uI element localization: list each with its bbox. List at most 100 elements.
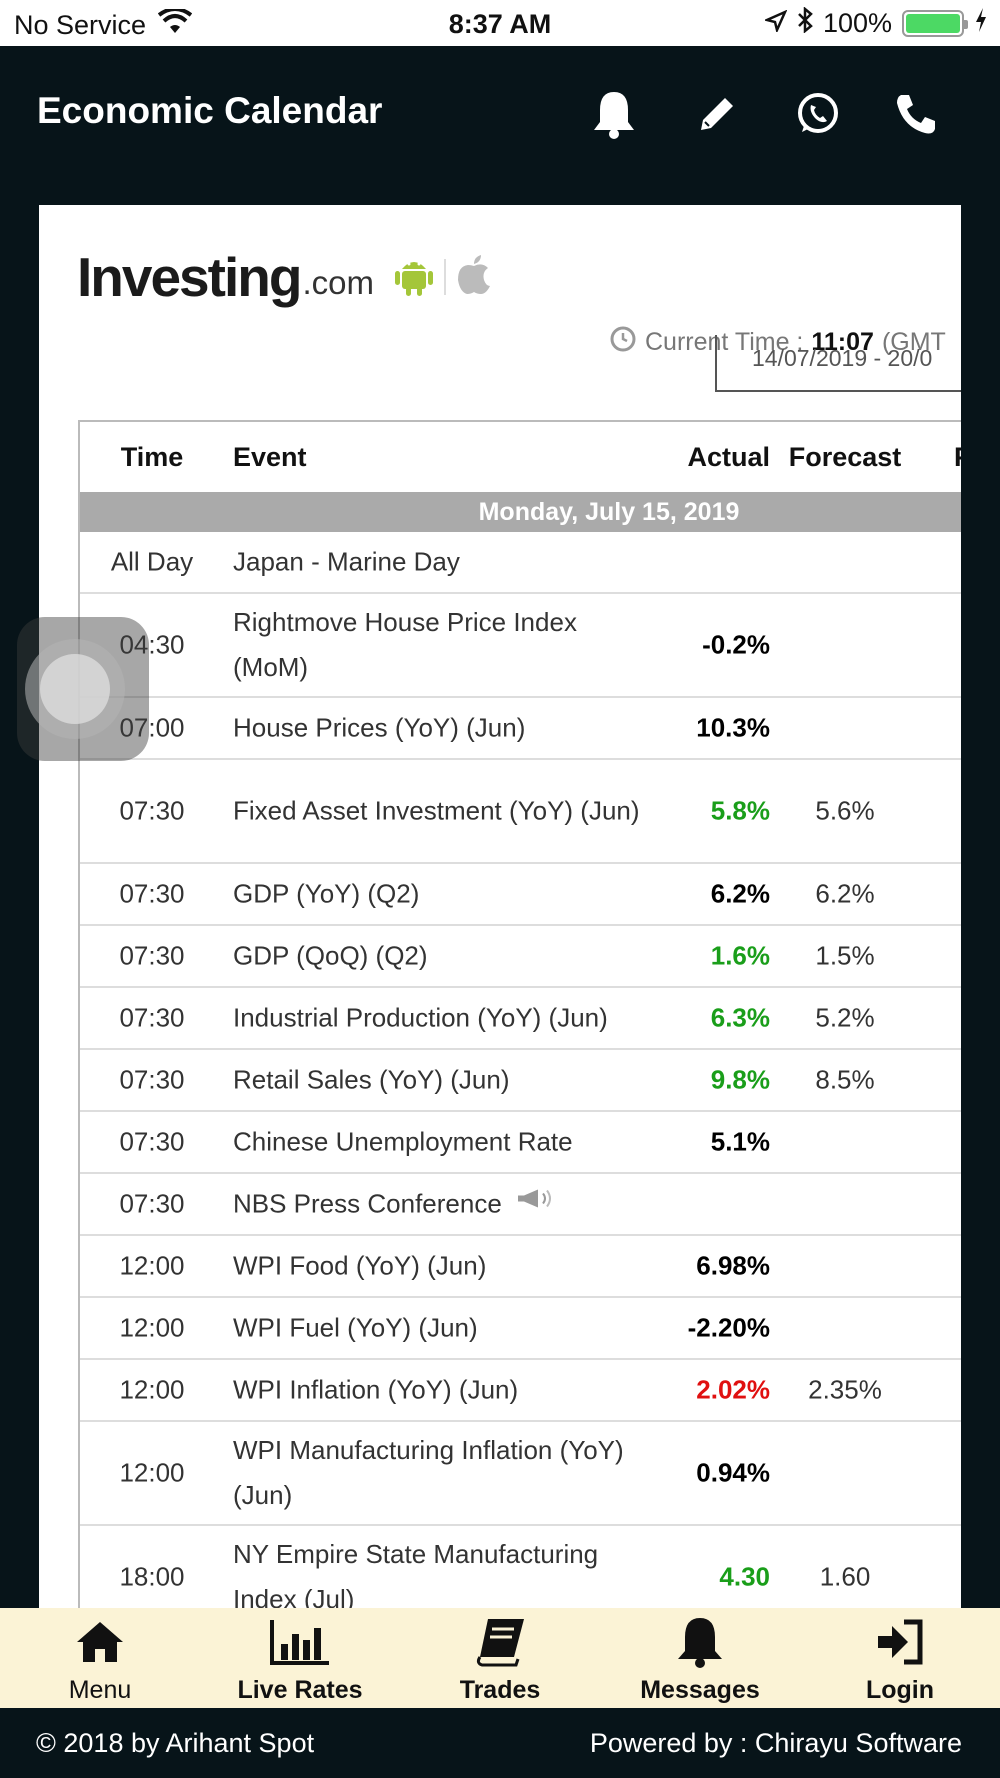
row-forecast: 8.5% [815, 1064, 875, 1095]
carrier-label: No Service [14, 10, 147, 40]
row-actual: 5.1% [710, 1126, 770, 1157]
tab-label: Messages [640, 1676, 760, 1704]
header-event: Event [233, 441, 307, 472]
row-actual: 10.3% [696, 712, 770, 743]
table-row[interactable]: 07:30 GDP (YoY) (Q2) 6.2% 6.2% [80, 864, 961, 926]
current-time: Current Time : 11:07 (GMT [609, 325, 946, 360]
table-row[interactable]: 12:00 WPI Food (YoY) (Jun) 6.98% [80, 1236, 961, 1298]
row-time: 12:00 [119, 1374, 185, 1405]
current-time-label: Current Time : [645, 328, 804, 356]
row-forecast: 5.6% [815, 795, 875, 826]
row-actual: 5.8% [710, 795, 770, 826]
table-row[interactable]: 07:30 Chinese Unemployment Rate 5.1% [80, 1112, 961, 1174]
tab-login[interactable]: Login [800, 1608, 1000, 1708]
logo-suffix: .com [302, 264, 374, 301]
copyright-text: © 2018 by Arihant Spot [36, 1728, 315, 1758]
tab-label: Login [865, 1676, 935, 1704]
row-time: 12:00 [119, 1250, 185, 1281]
row-event-with-icon: NBS Press Conference [233, 1182, 653, 1227]
row-event: House Prices (YoY) (Jun) [233, 712, 526, 743]
row-time: 18:00 [119, 1561, 185, 1592]
charging-icon [974, 7, 988, 40]
row-time: 07:00 [119, 712, 185, 743]
home-icon [74, 1614, 126, 1670]
investing-logo[interactable]: Investing .com [77, 245, 492, 309]
phone-icon[interactable] [888, 86, 944, 142]
row-event: NY Empire State Manufacturing Index (Jul… [233, 1539, 599, 1608]
tab-label: Menu [68, 1676, 132, 1704]
row-time: 07:30 [119, 1188, 185, 1219]
tab-messages[interactable]: Messages [600, 1608, 800, 1708]
row-actual: 0.94% [696, 1457, 770, 1488]
megaphone-icon[interactable] [516, 1182, 556, 1227]
row-forecast: 6.2% [815, 878, 875, 909]
row-event: WPI Food (YoY) (Jun) [233, 1250, 487, 1281]
android-icon[interactable] [394, 253, 434, 302]
table-header: Time Event Actual Forecast P [80, 422, 961, 492]
table-row[interactable]: 07:30 GDP (QoQ) (Q2) 1.6% 1.5% [80, 926, 961, 988]
row-event: WPI Inflation (YoY) (Jun) [233, 1374, 519, 1405]
table-row[interactable]: 07:30 NBS Press Conference [80, 1174, 961, 1236]
row-time: 12:00 [119, 1457, 185, 1488]
footer: © 2018 by Arihant Spot Powered by : Chir… [0, 1708, 1000, 1778]
row-forecast: 5.2% [815, 1002, 875, 1033]
current-time-value: 11:07 [811, 328, 874, 356]
table-row[interactable]: 18:00 NY Empire State Manufacturing Inde… [80, 1526, 961, 1608]
notification-bell-icon[interactable] [586, 86, 642, 142]
table-row[interactable]: 07:00 House Prices (YoY) (Jun) 10.3% [80, 698, 961, 760]
table-row[interactable]: 12:00 WPI Fuel (YoY) (Jun) -2.20% [80, 1298, 961, 1360]
row-time: 12:00 [119, 1312, 185, 1343]
row-event: Retail Sales (YoY) (Jun) [233, 1064, 510, 1095]
tab-label: Live Rates [237, 1676, 363, 1704]
row-event: GDP (YoY) (Q2) [233, 878, 420, 909]
assistive-touch-center [40, 654, 110, 724]
tab-live-rates[interactable]: Live Rates [200, 1608, 400, 1708]
tab-menu[interactable]: Menu [0, 1608, 200, 1708]
row-forecast: 2.35% [808, 1374, 882, 1405]
apple-icon[interactable] [456, 254, 492, 301]
row-time: All Day [110, 546, 194, 577]
row-event: Japan - Marine Day [233, 546, 460, 577]
powered-by-text[interactable]: Powered by : Chirayu Software [589, 1728, 962, 1758]
row-forecast: 1.60 [819, 1561, 871, 1592]
table-row[interactable]: 12:00 WPI Manufacturing Inflation (YoY) … [80, 1422, 961, 1526]
row-event: Fixed Asset Investment (YoY) (Jun) [233, 795, 640, 826]
logo-text: Investing [77, 246, 302, 308]
table-row[interactable]: 04:30 Rightmove House Price Index (MoM) … [80, 594, 961, 698]
row-time: 07:30 [119, 940, 185, 971]
wifi-icon [157, 7, 193, 42]
row-actual: 2.02% [696, 1374, 770, 1405]
status-bar: No Service 8:37 AM 100% [0, 0, 1000, 46]
assistive-touch-button[interactable] [17, 617, 149, 761]
clock-icon [609, 325, 637, 360]
bottom-tab-bar: Menu Live Rates Trades Messages Login [0, 1608, 1000, 1708]
login-icon [874, 1614, 926, 1670]
row-actual: 1.6% [710, 940, 770, 971]
row-event: WPI Fuel (YoY) (Jun) [233, 1312, 478, 1343]
row-actual: -0.2% [702, 629, 770, 660]
bluetooth-icon [797, 6, 813, 40]
table-row[interactable]: All Day Japan - Marine Day [80, 532, 961, 594]
table-row[interactable]: 07:30 Retail Sales (YoY) (Jun) 9.8% 8.5% [80, 1050, 961, 1112]
table-row[interactable]: 07:30 Fixed Asset Investment (YoY) (Jun)… [80, 760, 961, 864]
date-range-picker[interactable]: 14/07/2019 - 20/0 [715, 335, 961, 392]
row-actual: 6.98% [696, 1250, 770, 1281]
row-time: 04:30 [119, 629, 185, 660]
table-row[interactable]: 12:00 WPI Inflation (YoY) (Jun) 2.02% 2.… [80, 1360, 961, 1422]
row-time: 07:30 [119, 878, 185, 909]
bell-icon [675, 1614, 725, 1670]
row-event: Industrial Production (YoY) (Jun) [233, 1002, 608, 1033]
table-row[interactable]: 07:30 Industrial Production (YoY) (Jun) … [80, 988, 961, 1050]
status-left: No Service [14, 7, 193, 42]
row-time: 07:30 [119, 1064, 185, 1095]
header-forecast: Forecast [788, 441, 902, 472]
edit-pencil-icon[interactable] [689, 86, 745, 142]
tab-trades[interactable]: Trades [400, 1608, 600, 1708]
row-forecast: 1.5% [815, 940, 875, 971]
status-right: 100% [763, 6, 988, 40]
whatsapp-icon[interactable] [790, 86, 846, 142]
row-actual: 9.8% [710, 1064, 770, 1095]
header-previous: P [954, 442, 961, 473]
timezone-label: (GMT [881, 328, 946, 356]
row-event: Chinese Unemployment Rate [233, 1126, 573, 1157]
